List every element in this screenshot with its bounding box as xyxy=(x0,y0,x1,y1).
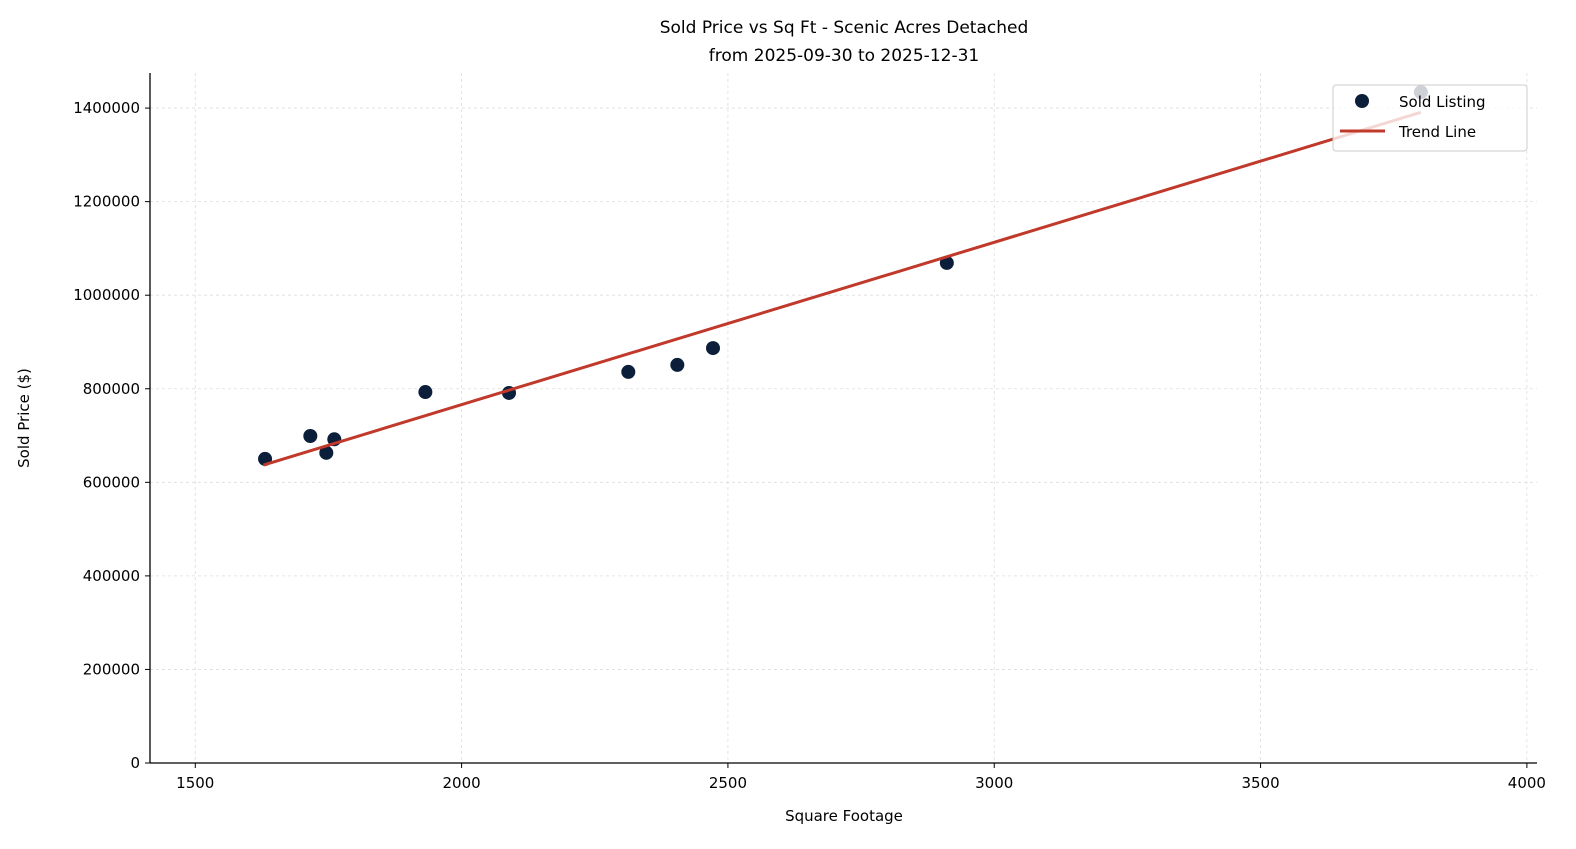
legend: Sold Listing Trend Line xyxy=(1332,84,1528,152)
chart-subtitle: from 2025-09-30 to 2025-12-31 xyxy=(709,46,979,66)
ticks: 1500 2000 2500 3000 3500 4000 0 200000 400000 600… xyxy=(73,99,1546,792)
y-tick-label: 800000 xyxy=(83,380,140,398)
grid xyxy=(150,73,1537,764)
x-tick-label: 4000 xyxy=(1508,774,1546,792)
marks xyxy=(258,85,1428,467)
legend-label-trend-line: Trend Line xyxy=(1398,123,1476,141)
x-tick-label: 3000 xyxy=(975,774,1013,792)
data-point xyxy=(939,255,954,270)
data-point xyxy=(418,385,433,400)
trend-line xyxy=(263,110,1422,467)
data-point xyxy=(303,429,318,444)
legend-marker-sold-listing xyxy=(1355,94,1369,108)
legend-box xyxy=(1332,84,1528,152)
data-point xyxy=(706,341,721,356)
data-point xyxy=(670,357,685,372)
x-tick-label: 2500 xyxy=(709,774,747,792)
y-tick-label: 200000 xyxy=(83,660,140,678)
x-tick-label: 3500 xyxy=(1241,774,1279,792)
y-tick-label: 0 xyxy=(130,754,140,772)
y-tick-label: 1000000 xyxy=(73,286,140,304)
y-tick-label: 1400000 xyxy=(73,99,140,117)
data-point xyxy=(621,364,636,379)
chart-title: Sold Price vs Sq Ft - Scenic Acres Detac… xyxy=(660,18,1029,38)
y-tick-label: 600000 xyxy=(83,473,140,491)
data-point xyxy=(319,445,334,460)
x-axis-label: Square Footage xyxy=(785,807,903,825)
x-tick-label: 2000 xyxy=(443,774,481,792)
y-tick-label: 400000 xyxy=(83,567,140,585)
y-axis-label: Sold Price ($) xyxy=(15,368,33,468)
x-tick-label: 1500 xyxy=(176,774,214,792)
y-tick-label: 1200000 xyxy=(73,193,140,211)
legend-label-sold-listing: Sold Listing xyxy=(1399,93,1486,111)
